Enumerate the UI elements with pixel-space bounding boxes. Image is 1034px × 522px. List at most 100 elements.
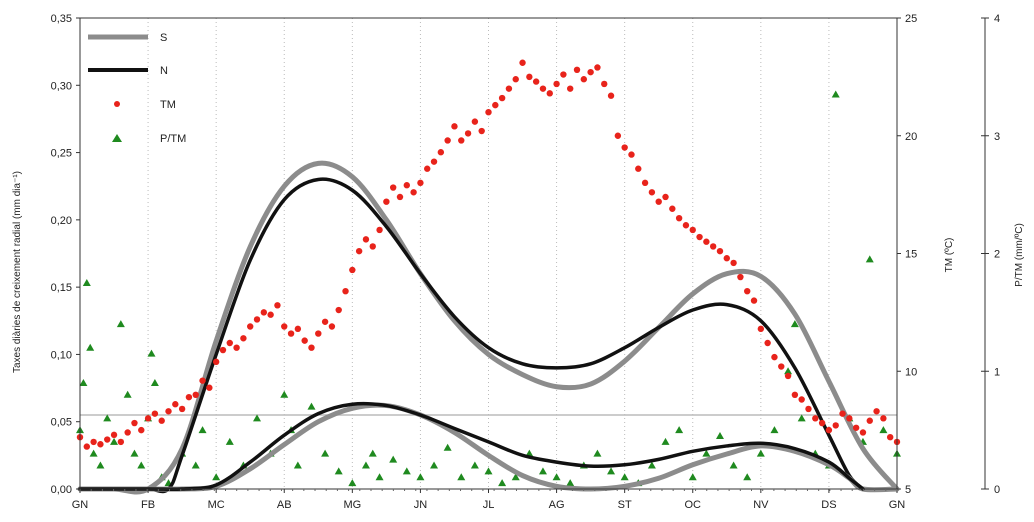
ptm-point: [348, 479, 357, 487]
tm-point: [757, 325, 765, 333]
tm-point: [587, 68, 594, 76]
tm-point: [553, 80, 560, 88]
tm-point: [355, 247, 363, 255]
tm-point: [376, 226, 383, 234]
tm-point: [744, 287, 751, 295]
tm-point: [846, 415, 853, 422]
tm-point: [410, 189, 417, 196]
tm-point: [97, 441, 104, 448]
y-tick-label-tm: 10: [905, 366, 917, 378]
tm-point: [301, 337, 308, 344]
ptm-point: [150, 379, 159, 387]
y-tick-label-left: 0,30: [51, 80, 72, 92]
ptm-point: [130, 449, 139, 457]
tm-point: [526, 73, 533, 81]
ptm-point: [443, 443, 452, 451]
ptm-point: [470, 461, 479, 469]
ptm-point: [647, 461, 656, 469]
y-tick-label-ptm: 0: [994, 484, 1000, 496]
series-line-s-lower: [77, 402, 900, 493]
tm-point: [247, 323, 254, 330]
tm-point: [655, 198, 662, 205]
ptm-point: [280, 390, 289, 398]
tm-point: [287, 330, 295, 337]
tm-point: [580, 76, 588, 83]
tm-point: [349, 266, 356, 274]
tm-point: [471, 118, 479, 125]
tm-point: [335, 306, 342, 314]
tm-point: [573, 66, 581, 74]
y-tick-label-left: 0,15: [51, 282, 72, 294]
tm-point: [165, 408, 172, 415]
tm-point: [852, 424, 860, 431]
ptm-point: [321, 449, 330, 457]
tm-point: [151, 410, 159, 417]
ptm-point: [715, 432, 724, 440]
tm-point: [560, 71, 567, 78]
tm-point: [798, 396, 805, 403]
tm-point: [362, 236, 370, 243]
x-tick-label: ST: [618, 499, 632, 511]
ptm-point: [137, 461, 146, 469]
ptm-point: [552, 473, 561, 481]
ptm-point: [743, 473, 752, 481]
tm-point: [764, 339, 771, 347]
y-tick-label-left: 0,00: [51, 484, 72, 496]
tm-point: [539, 85, 547, 92]
tm-point: [723, 255, 730, 262]
tm-point: [784, 372, 792, 380]
x-tick-label: GN: [889, 499, 906, 511]
y-axis-label-left: Taxes diàries de creixement radial (mm d…: [12, 171, 23, 373]
tm-point: [689, 226, 696, 234]
ptm-point: [116, 320, 125, 328]
tm-point: [839, 410, 846, 417]
tm-point: [498, 94, 506, 102]
ptm-point: [253, 414, 262, 422]
tm-point: [505, 85, 513, 92]
tm-point: [669, 205, 676, 212]
tm-point: [83, 443, 91, 450]
tm-point: [144, 415, 152, 422]
y-tick-label-left: 0,25: [51, 148, 72, 160]
ptm-point: [831, 90, 840, 98]
tm-point: [478, 127, 485, 135]
tm-point: [859, 429, 867, 436]
x-tick-label: JN: [414, 499, 428, 511]
ptm-point: [307, 402, 316, 410]
tm-point: [818, 419, 826, 427]
tm-point: [464, 130, 472, 137]
ptm-point: [191, 461, 200, 469]
ptm-point: [293, 461, 302, 469]
tm-point: [778, 363, 785, 370]
y-tick-label-tm: 25: [905, 13, 917, 25]
tm-point: [607, 92, 615, 99]
ptm-point: [770, 426, 779, 434]
series-line-n: [78, 177, 865, 494]
tm-point: [389, 184, 397, 191]
ptm-point: [756, 449, 765, 457]
ptm-point: [790, 320, 799, 328]
tm-point: [383, 198, 390, 205]
tm-point: [178, 405, 186, 413]
ptm-point: [389, 455, 398, 463]
plot-area: [76, 59, 901, 495]
tm-point: [444, 137, 451, 144]
ptm-point: [430, 461, 439, 469]
ptm-point: [661, 437, 670, 445]
legend-label-tm: TM: [160, 99, 176, 111]
tm-point: [417, 179, 424, 187]
x-tick-label: MC: [208, 499, 225, 511]
tm-point: [532, 78, 540, 85]
tm-point: [458, 137, 465, 144]
tm-point: [519, 59, 526, 66]
tm-point: [492, 101, 499, 109]
ptm-point: [538, 467, 547, 475]
tm-point: [158, 417, 165, 424]
ptm-point: [498, 479, 507, 487]
x-tick-label: OC: [685, 499, 702, 511]
y-tick-label-tm: 15: [905, 249, 917, 261]
ptm-point: [484, 467, 493, 475]
ptm-point: [368, 449, 377, 457]
tm-point: [873, 408, 880, 415]
tm-point: [260, 309, 268, 316]
